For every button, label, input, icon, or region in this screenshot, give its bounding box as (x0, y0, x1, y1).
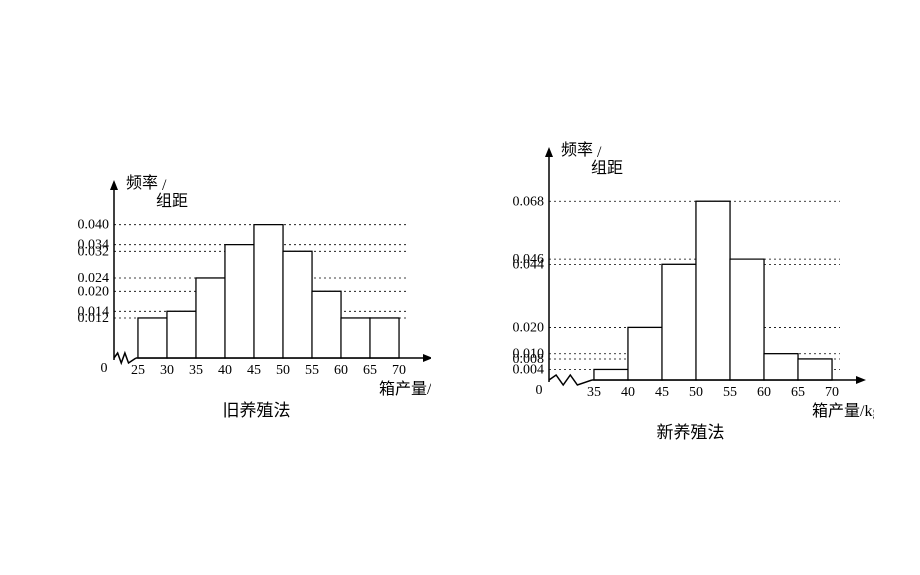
right-y-label-bot: 组距 (591, 159, 623, 177)
left-x-tick-4: 45 (247, 363, 261, 378)
left-y-arrow (110, 180, 118, 190)
right-x-arrow (856, 376, 866, 384)
left-y-tick-5: 0.034 (78, 237, 110, 252)
right-x-tick-5: 60 (757, 385, 771, 400)
right-y-tick-6: 0.068 (512, 194, 544, 209)
right-bar-outline-4 (730, 259, 764, 380)
right-origin-label: 0 (535, 383, 542, 398)
left-bar-outline-3 (225, 244, 254, 357)
right-x-tick-1: 40 (621, 385, 635, 400)
right-x-tick-6: 65 (791, 385, 805, 400)
left-y-label-top: 频率 (126, 174, 158, 192)
left-title: 旧养殖法 (223, 401, 291, 420)
left-x-tick-8: 65 (363, 363, 377, 378)
right-x-label: 箱产量/kg (812, 402, 874, 420)
left-y-label-bot: 组距 (156, 192, 188, 210)
right-x-tick-7: 70 (825, 385, 839, 400)
left-histogram-svg: 0253035404550556065700.0120.0140.0200.02… (46, 148, 431, 428)
right-title: 新养殖法 (656, 423, 724, 442)
right-x-tick-4: 55 (723, 385, 737, 400)
left-x-tick-7: 60 (334, 363, 348, 378)
left-origin-label: 0 (101, 361, 108, 376)
left-x-label: 箱产量/kg (379, 380, 431, 398)
left-axis-break (114, 353, 136, 363)
left-y-tick-3: 0.024 (78, 271, 110, 286)
left-bar-outline-5 (283, 251, 312, 358)
left-bar-outline-2 (196, 278, 225, 358)
right-bar-outline-1 (628, 327, 662, 380)
right-bar-outline-6 (798, 359, 832, 380)
right-y-tick-3: 0.020 (512, 320, 544, 335)
left-y-tick-2: 0.020 (78, 284, 110, 299)
right-y-label-top: 频率 (561, 141, 593, 159)
right-x-tick-3: 50 (689, 385, 703, 400)
left-y-tick-6: 0.040 (78, 217, 110, 232)
left-x-tick-3: 40 (218, 363, 232, 378)
left-bar-outline-8 (370, 318, 399, 358)
right-histogram-svg: 035404550556065700.0040.0080.0100.0200.0… (484, 125, 874, 450)
left-bar-outline-4 (254, 224, 283, 357)
right-histogram: 035404550556065700.0040.0080.0100.0200.0… (484, 125, 874, 450)
right-y-arrow (545, 147, 553, 157)
left-y-label-slash: / (162, 177, 167, 194)
right-x-tick-2: 45 (655, 385, 669, 400)
left-x-tick-9: 70 (392, 363, 406, 378)
left-x-tick-6: 55 (305, 363, 319, 378)
left-x-tick-2: 35 (189, 363, 203, 378)
left-bar-outline-7 (341, 318, 370, 358)
right-x-tick-0: 35 (587, 385, 601, 400)
left-bar-outline-0 (138, 318, 167, 358)
right-axis-break (549, 375, 592, 385)
left-x-arrow (423, 354, 431, 362)
right-y-label-slash: / (597, 144, 602, 161)
left-x-tick-0: 25 (131, 363, 145, 378)
left-x-tick-5: 50 (276, 363, 290, 378)
right-y-tick-5: 0.046 (512, 252, 544, 267)
left-y-tick-1: 0.014 (78, 304, 110, 319)
right-bar-outline-5 (764, 354, 798, 380)
right-bar-outline-2 (662, 264, 696, 380)
left-histogram: 0253035404550556065700.0120.0140.0200.02… (46, 148, 431, 428)
right-bar-outline-0 (594, 369, 628, 380)
left-bar-outline-1 (167, 311, 196, 358)
right-y-tick-2: 0.010 (512, 347, 544, 362)
left-x-tick-1: 30 (160, 363, 174, 378)
right-bar-outline-3 (696, 201, 730, 380)
left-bar-outline-6 (312, 291, 341, 358)
